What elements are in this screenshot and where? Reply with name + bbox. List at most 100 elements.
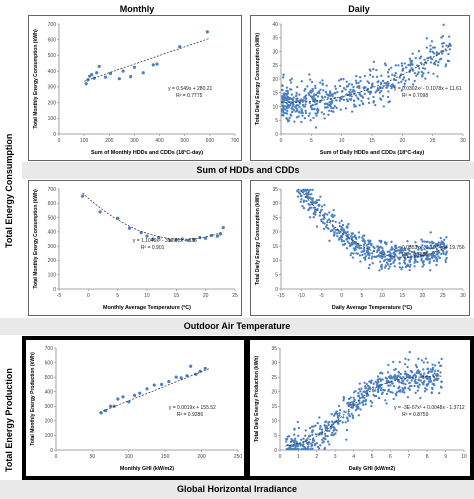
data-point [400,80,403,83]
data-point [445,251,448,255]
data-point [286,438,289,441]
data-point [393,74,397,77]
data-point [441,45,444,48]
data-point [438,392,441,395]
data-point [427,370,431,373]
data-point [431,368,435,371]
y-axis-title: Total Daily Energy Production (kWh) [254,356,260,443]
data-point [292,444,295,448]
data-point [407,78,411,81]
data-point [310,442,313,446]
x-tick-label: 250 [234,454,243,460]
data-point [133,393,137,397]
data-point [341,95,344,98]
data-point [338,231,341,235]
y-tick-label: 300 [48,244,57,250]
data-point [327,94,331,97]
data-point [379,246,382,249]
x-tick-label: 10 [144,293,150,299]
data-point [310,108,314,111]
data-point [440,386,443,389]
data-point [430,255,434,259]
data-point [371,262,374,265]
data-point [307,92,310,95]
data-point [320,205,324,208]
x-tick-label: -5 [319,293,324,299]
data-point [432,72,435,75]
data-point [406,396,410,399]
data-point [204,236,208,240]
data-point [404,363,407,366]
r-squared: R² = 0.8759 [402,412,428,418]
data-point [375,75,379,78]
data-point [362,403,365,407]
data-point [375,68,378,72]
r-squared: R² = 0.7098 [402,93,428,99]
data-point [363,381,366,384]
trendline [99,368,210,413]
data-point [293,120,296,123]
data-point [394,71,397,75]
data-point [358,85,361,88]
data-point [321,83,324,86]
data-point [285,447,288,451]
x-tick-label: -5 [57,293,62,299]
data-point [437,60,440,64]
data-point [408,350,411,354]
data-point [408,245,412,248]
data-point [141,71,145,75]
data-point [402,382,405,385]
data-point [365,244,368,247]
trend-equation: y = 1.1046x² - 35.601x + 635 [133,238,197,244]
data-point [319,425,322,428]
data-point [299,444,302,447]
data-point [307,441,311,444]
data-point [389,84,393,88]
data-point [296,447,300,451]
data-point [360,99,363,103]
data-point [440,50,443,53]
data-point [359,408,362,411]
data-point [324,90,328,94]
data-point [290,440,293,443]
data-point [393,265,396,268]
data-point [401,69,404,72]
data-point [415,254,418,257]
data-point [400,251,403,254]
data-point [344,232,348,235]
y-tick-label: 10 [271,419,277,425]
y-tick-label: 30 [272,201,278,207]
data-point [445,246,448,249]
data-point [389,262,393,266]
data-point [323,102,327,106]
data-point [312,94,315,97]
data-point [304,111,308,115]
data-point [342,395,345,399]
data-point [441,42,444,45]
y-tick-label: 25 [272,63,278,69]
y-tick-label: 40 [272,22,278,28]
data-point [408,388,412,391]
trendline [83,37,211,82]
data-point [311,429,314,432]
data-point [354,79,358,82]
x-tick-label: 20 [203,293,209,299]
data-point [438,58,441,61]
data-point [330,412,333,416]
data-point [398,258,401,261]
data-point [326,96,330,99]
data-point [404,357,407,360]
data-point [292,440,296,443]
data-point [395,375,399,379]
data-point [353,99,356,103]
data-point [332,429,335,432]
data-point [398,76,401,79]
data-point [413,256,417,259]
y-tick-label: 0 [274,448,277,454]
data-point [335,429,338,432]
data-point [327,423,330,427]
data-point [356,407,359,410]
data-point [390,66,393,69]
data-point [435,253,438,256]
data-point [354,94,358,97]
